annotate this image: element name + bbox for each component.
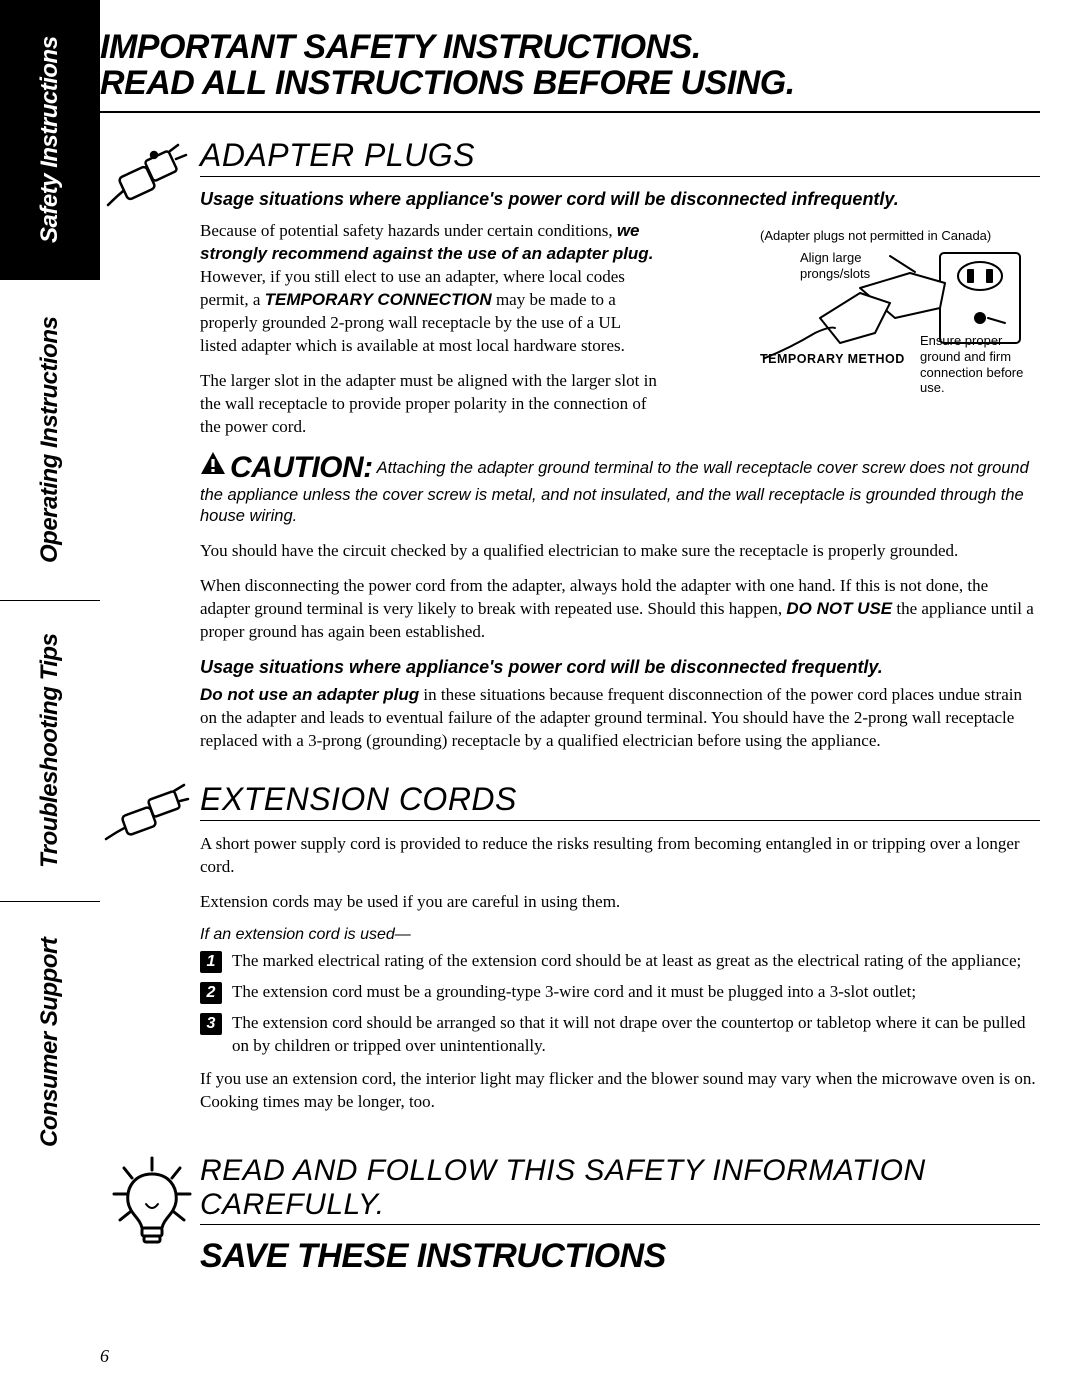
- diagram-note-canada: (Adapter plugs not permitted in Canada): [760, 228, 1040, 244]
- extension-if-used: If an extension cord is used—: [200, 926, 1040, 944]
- page-title-line2: READ ALL INSTRUCTIONS BEFORE USING.: [100, 66, 1040, 102]
- sidebar-tab-safety[interactable]: Safety Instructions: [0, 0, 100, 280]
- page-title: IMPORTANT SAFETY INSTRUCTIONS. READ ALL …: [100, 30, 1040, 101]
- adapter-para1: Because of potential safety hazards unde…: [200, 220, 660, 358]
- adapter-para3: You should have the circuit checked by a…: [200, 540, 1040, 563]
- extension-para1: A short power supply cord is provided to…: [200, 833, 1040, 879]
- section-title-adapter: ADAPTER PLUGS: [200, 137, 1040, 174]
- page-title-line1: IMPORTANT SAFETY INSTRUCTIONS.: [100, 30, 1040, 66]
- text-bold: Do not use an adapter plug: [200, 685, 419, 704]
- final-line2: SAVE THESE INSTRUCTIONS: [200, 1237, 1040, 1276]
- extension-list: 1 The marked electrical rating of the ex…: [200, 950, 1040, 1058]
- list-item-text: The extension cord should be arranged so…: [232, 1012, 1040, 1058]
- lightbulb-icon: [100, 1154, 200, 1269]
- list-number-icon: 2: [200, 982, 222, 1004]
- section-adapter-plugs: ADAPTER PLUGS Usage situations where app…: [100, 137, 1040, 753]
- adapter-subheading-2: Usage situations where appliance's power…: [200, 657, 1040, 678]
- section-title-extension: EXTENSION CORDS: [200, 781, 1040, 818]
- diagram-note-ground: Ensure proper ground and firm connection…: [920, 333, 1040, 395]
- list-number-icon: 3: [200, 1013, 222, 1035]
- final-block: READ AND FOLLOW THIS SAFETY INFORMATION …: [100, 1154, 1040, 1276]
- list-item: 2 The extension cord must be a grounding…: [200, 981, 1040, 1004]
- sidebar-tab-troubleshooting[interactable]: Troubleshooting Tips: [0, 601, 100, 901]
- list-item: 3 The extension cord should be arranged …: [200, 1012, 1040, 1058]
- text-bold: TEMPORARY CONNECTION: [265, 290, 492, 309]
- section-rule: [200, 176, 1040, 177]
- list-item-text: The marked electrical rating of the exte…: [232, 950, 1021, 973]
- caution-block: CAUTION: Attaching the adapter ground te…: [200, 451, 1040, 528]
- adapter-diagram: (Adapter plugs not permitted in Canada): [760, 228, 1040, 371]
- page-content: IMPORTANT SAFETY INSTRUCTIONS. READ ALL …: [100, 30, 1040, 1357]
- sidebar-nav: Safety Instructions Operating Instructio…: [0, 0, 100, 1397]
- extension-para3: If you use an extension cord, the interi…: [200, 1068, 1040, 1114]
- list-item-text: The extension cord must be a grounding-t…: [232, 981, 916, 1004]
- plug-icon: [100, 137, 190, 222]
- adapter-para5: Do not use an adapter plug in these situ…: [200, 684, 1040, 753]
- sidebar-tab-consumer[interactable]: Consumer Support: [0, 902, 100, 1182]
- page-number: 6: [100, 1346, 109, 1367]
- caution-label: CAUTION:: [230, 451, 373, 484]
- horizontal-rule: [100, 111, 1040, 113]
- extension-para2: Extension cords may be used if you are c…: [200, 891, 1040, 914]
- cord-icon: [100, 781, 190, 856]
- final-line1: READ AND FOLLOW THIS SAFETY INFORMATION …: [200, 1154, 1040, 1222]
- adapter-subheading: Usage situations where appliance's power…: [200, 189, 1040, 210]
- diagram-temporary-method-label: TEMPORARY METHOD: [760, 352, 905, 367]
- text: Because of potential safety hazards unde…: [200, 221, 617, 240]
- adapter-para4: When disconnecting the power cord from t…: [200, 575, 1040, 644]
- sidebar-tab-operating[interactable]: Operating Instructions: [0, 280, 100, 600]
- section-rule: [200, 1224, 1040, 1225]
- text-bold: DO NOT USE: [786, 599, 892, 618]
- adapter-para2: The larger slot in the adapter must be a…: [200, 370, 660, 439]
- section-extension-cords: EXTENSION CORDS A short power supply cor…: [100, 781, 1040, 1114]
- section-rule: [200, 820, 1040, 821]
- list-item: 1 The marked electrical rating of the ex…: [200, 950, 1040, 973]
- warning-triangle-icon: [200, 451, 226, 480]
- diagram-note-align: Align large prongs/slots: [800, 250, 890, 281]
- list-number-icon: 1: [200, 951, 222, 973]
